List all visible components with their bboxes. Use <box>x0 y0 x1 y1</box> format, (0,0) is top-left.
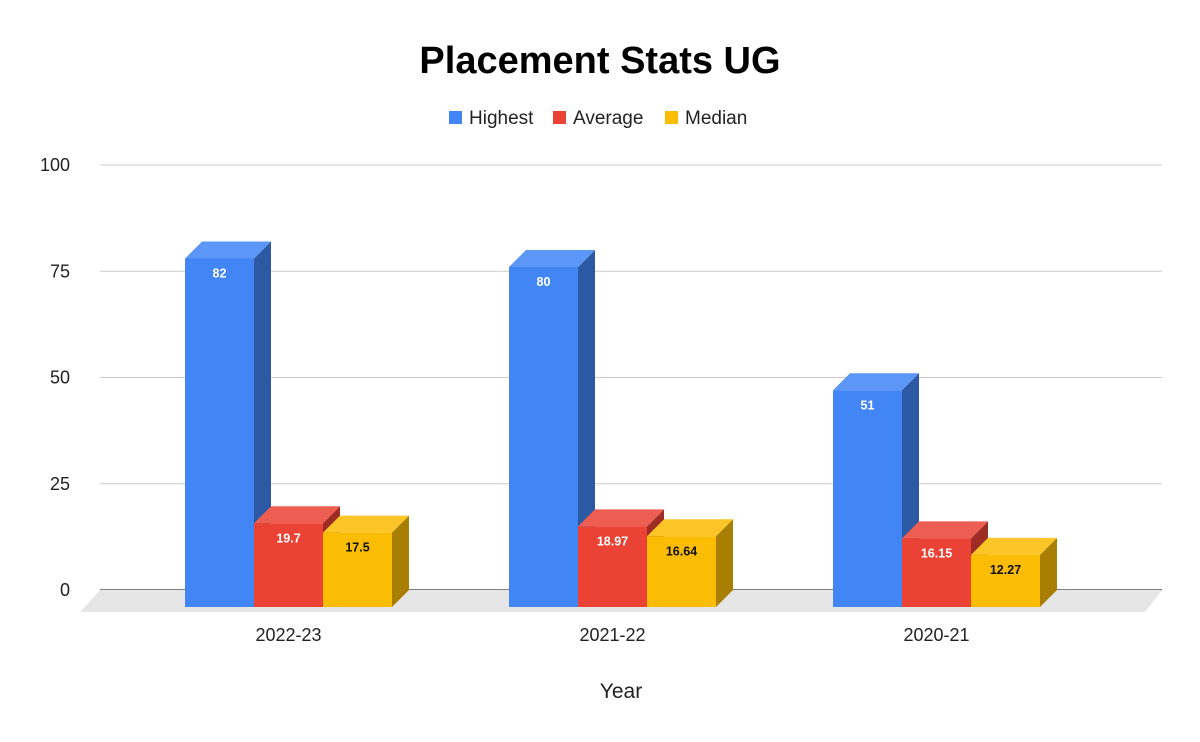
bar-front <box>833 390 902 607</box>
bar-side <box>716 519 733 607</box>
y-tick-label: 50 <box>50 368 70 388</box>
bar-top <box>647 519 733 537</box>
bar-top <box>971 537 1057 555</box>
x-axis-ticks: 2022-23 2021-22 2020-21 <box>255 625 969 645</box>
data-label: 82 <box>213 267 227 281</box>
legend-label: Average <box>573 108 643 129</box>
bar: 80 <box>509 250 595 607</box>
bar-top <box>902 521 988 539</box>
bar-top <box>509 250 595 267</box>
bar-front <box>971 554 1040 607</box>
x-tick-label: 2021-22 <box>579 625 645 645</box>
data-label: 19.7 <box>276 531 300 545</box>
bar-front <box>185 258 254 607</box>
bar: 82 <box>185 241 271 607</box>
bar: 16.64 <box>647 519 733 607</box>
data-label: 16.64 <box>666 544 697 558</box>
bar-top <box>254 506 340 524</box>
data-label: 16.15 <box>921 546 952 560</box>
data-label: 17.5 <box>345 541 369 555</box>
legend-swatch <box>449 111 462 124</box>
bar-side <box>1040 537 1057 607</box>
chart-title: Placement Stats UG <box>419 40 780 82</box>
legend-swatch <box>553 111 566 124</box>
bar-front <box>902 538 971 607</box>
bar-top <box>833 373 919 391</box>
x-axis-label: Year <box>600 680 642 703</box>
y-tick-label: 75 <box>50 261 70 281</box>
legend-swatch <box>665 111 678 124</box>
bar-top <box>185 241 271 259</box>
y-tick-label: 0 <box>60 580 70 600</box>
bar-front <box>578 526 647 607</box>
bar-front <box>323 532 392 607</box>
x-tick-label: 2020-21 <box>903 625 969 645</box>
data-label: 51 <box>861 398 875 412</box>
y-tick-label: 25 <box>50 474 70 494</box>
bar: 16.15 <box>902 521 988 607</box>
bar-top <box>323 515 409 533</box>
bar-top <box>578 509 664 527</box>
data-label: 18.97 <box>597 534 628 548</box>
bar: 17.5 <box>323 515 409 607</box>
legend: Highest Average Median <box>449 108 747 129</box>
bars: 82 19.7 17.5 80 18.97 16.64 51 16.15 12.27 <box>185 241 1057 607</box>
bar-front <box>254 523 323 607</box>
x-tick-label: 2022-23 <box>255 625 321 645</box>
bar-side <box>392 515 409 607</box>
legend-label: Median <box>685 108 747 129</box>
legend-label: Highest <box>469 108 534 129</box>
y-tick-label: 100 <box>40 155 70 175</box>
bar-front <box>509 267 578 607</box>
data-label: 80 <box>537 275 551 289</box>
data-label: 12.27 <box>990 563 1021 577</box>
bar-front <box>647 536 716 607</box>
bar: 12.27 <box>971 537 1057 607</box>
